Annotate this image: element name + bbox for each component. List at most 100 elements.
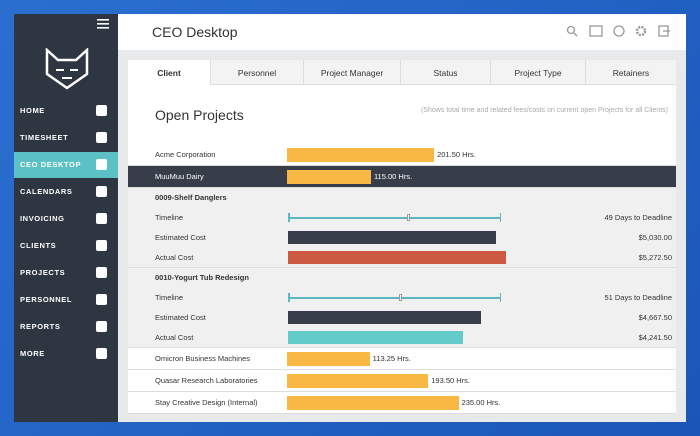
row: 0009-Shelf Danglers (128, 188, 676, 208)
hours-bar (287, 148, 435, 162)
nav-item[interactable]: HOME (14, 98, 118, 124)
timeline-marker (407, 214, 410, 221)
tab-label: Project Type (514, 68, 562, 78)
cost-bar (288, 331, 464, 344)
nav-label: MORE (20, 349, 45, 358)
hours-bar (287, 374, 429, 388)
timeline-end (288, 293, 290, 302)
nav-icon (96, 294, 107, 305)
nav-item[interactable]: INVOICING (14, 206, 118, 232)
timeline-marker (399, 294, 402, 301)
nav-item[interactable]: PERSONNEL (14, 287, 118, 313)
hours-label: 115.00 Hrs. (373, 172, 413, 181)
nav-icon (96, 267, 107, 278)
timeline-end (499, 293, 501, 302)
nav-item[interactable]: CEO DESKTOP (14, 152, 118, 178)
cost-bar (288, 251, 506, 264)
tab-label: Retainers (612, 68, 650, 78)
nav-icon (96, 186, 107, 197)
nav-icon (96, 159, 107, 170)
tab-label: Status (433, 68, 458, 78)
hours-label: 235.00 Hrs. (461, 398, 501, 407)
row: Actual Cost $5,272.50 (128, 248, 676, 268)
nav-label: INVOICING (20, 214, 65, 223)
nav-item[interactable]: REPORTS (14, 314, 118, 340)
nav-item[interactable]: TIMESHEET (14, 125, 118, 151)
logo (45, 48, 89, 90)
row: Estimated Cost $5,030.00 (128, 228, 676, 248)
cost-label: $5,030.00 (638, 233, 672, 242)
nav-icon (96, 213, 107, 224)
project-name: Stay Creative Design (Internal) (155, 398, 258, 407)
hours-label: 113.25 Hrs. (372, 354, 411, 363)
tab[interactable]: Project Manager (303, 60, 400, 85)
row: Actual Cost $4,241.50 (128, 328, 676, 348)
cost-bar (288, 231, 496, 244)
nav-item[interactable]: CALENDARS (14, 179, 118, 205)
sidebar: HOME TIMESHEET CEO DESKTOP CALENDARS INVOICI… (14, 14, 118, 422)
detail-label: Actual Cost (155, 253, 194, 262)
detail-label: Timeline (155, 293, 184, 302)
subproject-name: 0009-Shelf Danglers (155, 193, 227, 202)
nav-item[interactable]: MORE (14, 341, 118, 367)
timeline-end (499, 213, 501, 222)
nav-icon (96, 348, 107, 359)
row: MuuMuu Dairy 115.00 Hrs. (128, 166, 676, 188)
row: Quasar Research Laboratories 193.50 Hrs. (128, 370, 676, 392)
hours-bar (287, 352, 370, 366)
tab[interactable]: Retainers (585, 60, 676, 85)
timeline (288, 293, 501, 302)
project-name: MuuMuu Dairy (155, 172, 204, 181)
row: Timeline 49 Days to Deadline (128, 208, 676, 228)
row: Estimated Cost $4,667.50 (128, 308, 676, 328)
project-name: Acme Corporation (155, 150, 216, 159)
nav-label: PROJECTS (20, 268, 66, 277)
deadline: 49 Days to Deadline (604, 213, 672, 222)
top-bar: CEO Desktop (118, 14, 686, 50)
hours-label: 193.50 Hrs. (431, 376, 471, 385)
row: Stay Creative Design (Internal) 235.00 Hr… (128, 392, 676, 414)
main: CEO Desktop Client Personnel Project Manag… (118, 14, 686, 422)
hours-label: 201.50 Hrs. (437, 150, 476, 159)
detail-label: Actual Cost (155, 333, 194, 342)
detail-label: Timeline (155, 213, 184, 222)
nav-label: CEO DESKTOP (20, 160, 82, 169)
row: Timeline 51 Days to Deadline (128, 288, 676, 308)
tab[interactable]: Status (400, 60, 490, 85)
project-name: Omicron Business Machines (155, 354, 251, 363)
toolbar-icons[interactable] (566, 25, 686, 39)
cost-bar (288, 311, 481, 324)
detail-label: Estimated Cost (155, 233, 206, 242)
tab-bar: Client Personnel Project Manager Status Proj… (128, 60, 676, 85)
nav-icon (96, 240, 107, 251)
hours-bar (287, 170, 371, 184)
cost-label: $4,241.50 (638, 333, 672, 342)
cost-label: $5,272.50 (638, 253, 672, 262)
menu-icon[interactable] (97, 18, 109, 30)
tab-label: Project Manager (320, 68, 384, 78)
row: 0010-Yogurt Tub Redesign (128, 268, 676, 288)
nav-label: HOME (20, 106, 45, 115)
project-name: Quasar Research Laboratories (155, 376, 258, 385)
row: Omicron Business Machines 113.25 Hrs. (128, 348, 676, 370)
timeline-end (288, 213, 290, 222)
nav-label: CALENDARS (20, 187, 73, 196)
tab[interactable]: Client (128, 60, 210, 85)
nav-label: TIMESHEET (20, 133, 69, 142)
nav-icon (96, 321, 107, 332)
nav-label: CLIENTS (20, 241, 57, 250)
nav-item[interactable]: PROJECTS (14, 260, 118, 286)
detail-label: Estimated Cost (155, 313, 206, 322)
nav-item[interactable]: CLIENTS (14, 233, 118, 259)
cost-label: $4,667.50 (638, 313, 672, 322)
nav-icon (96, 105, 107, 116)
timeline (288, 213, 501, 222)
page-title: CEO Desktop (152, 24, 238, 40)
hours-bar (287, 396, 459, 410)
card: Client Personnel Project Manager Status Proj… (128, 60, 676, 414)
deadline: 51 Days to Deadline (604, 293, 672, 302)
tab[interactable]: Personnel (210, 60, 303, 85)
nav-label: REPORTS (20, 322, 61, 331)
subproject-name: 0010-Yogurt Tub Redesign (155, 273, 249, 282)
tab[interactable]: Project Type (490, 60, 585, 85)
